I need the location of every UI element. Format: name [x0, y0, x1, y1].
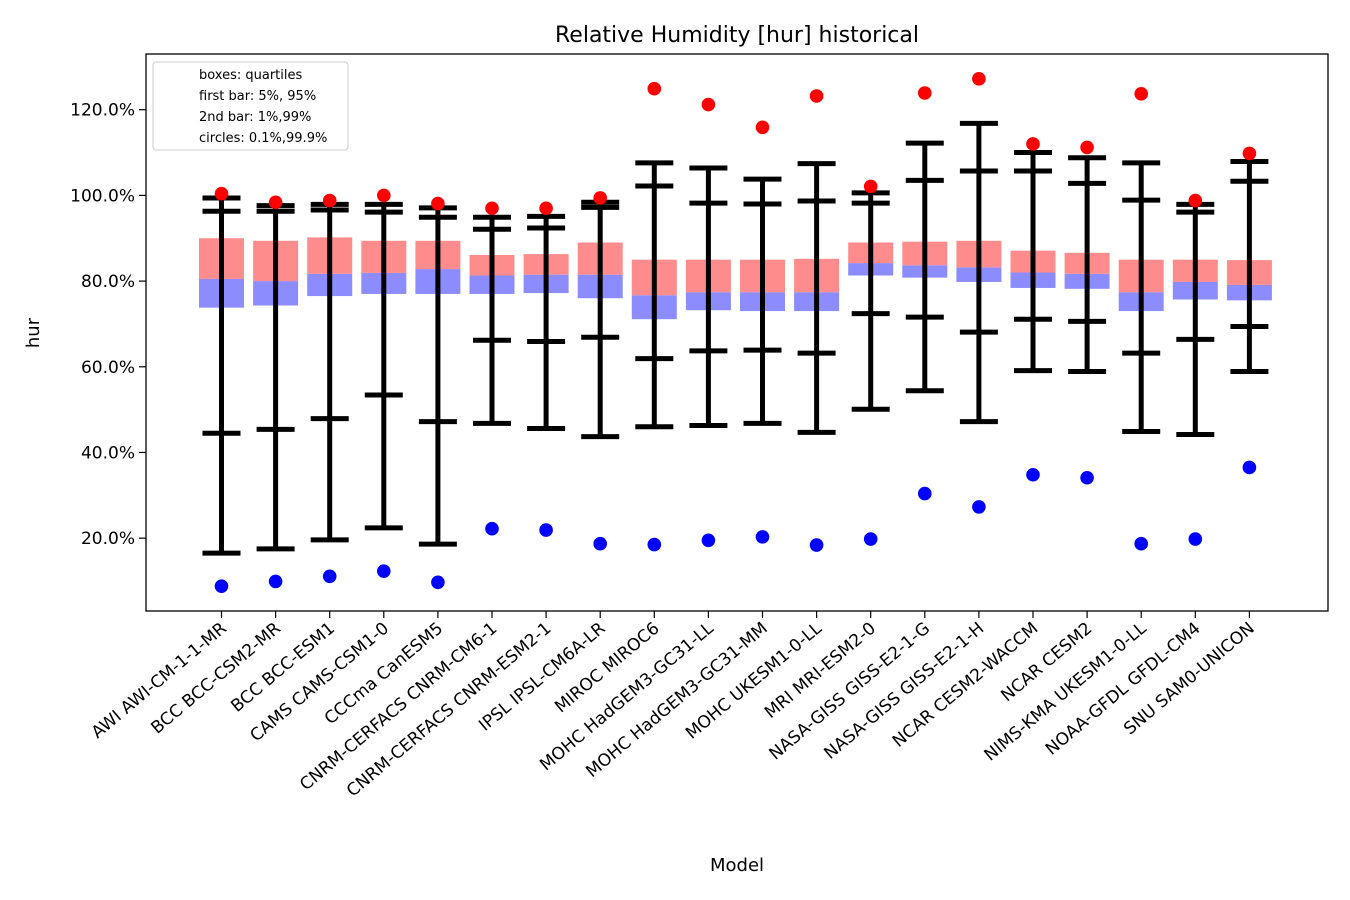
circle-p99-9 — [809, 89, 824, 103]
y-tick-label: 60.0% — [81, 358, 135, 378]
legend-entry: first bar: 5%, 95% — [199, 89, 316, 104]
legend: boxes: quartiles first bar: 5%, 95% 2nd ba… — [152, 61, 349, 151]
circle-p99-9 — [1026, 137, 1040, 151]
model-group — [794, 89, 840, 552]
model-group — [1226, 146, 1272, 475]
circle-p0-1 — [268, 574, 283, 589]
circle-p0-1 — [593, 536, 607, 551]
plot-content — [199, 72, 1272, 593]
x-axis-label: Model — [710, 855, 764, 876]
legend-box — [152, 61, 349, 151]
circle-p0-1 — [539, 523, 553, 537]
circle-p0-1 — [809, 538, 824, 552]
y-tick-label: 20.0% — [81, 529, 135, 549]
legend-entry: circles: 0.1%,99.9% — [199, 131, 327, 146]
model-group — [1064, 140, 1110, 485]
circle-p99-9 — [863, 179, 878, 194]
x-tick-label: CNRM-CERFACS CNRM-CM6-1 — [296, 619, 501, 795]
circle-p99-9 — [972, 72, 986, 86]
y-axis-label: hur — [23, 317, 44, 348]
circle-p99-9 — [1188, 193, 1203, 208]
circle-p0-1 — [863, 532, 878, 546]
circle-p0-1 — [1242, 460, 1257, 475]
plot-frame — [145, 53, 1329, 612]
circle-p0-1 — [214, 579, 229, 593]
circle-p0-1 — [755, 530, 770, 544]
circle-p99-9 — [322, 193, 337, 208]
circle-p0-1 — [1188, 532, 1203, 546]
y-tick-label: 40.0% — [81, 443, 135, 463]
circle-p0-1 — [1026, 467, 1040, 482]
model-group — [848, 179, 894, 546]
circle-p99-9 — [377, 188, 391, 203]
model-group — [1172, 193, 1218, 546]
circle-p0-1 — [701, 533, 716, 548]
circle-p99-9 — [214, 186, 229, 201]
y-tick-label: 120.0% — [70, 101, 135, 121]
circle-p99-9 — [918, 86, 932, 100]
circle-p99-9 — [593, 191, 607, 205]
legend-entry: 2nd bar: 1%,99% — [199, 110, 311, 125]
circle-p99-9 — [1080, 140, 1094, 155]
model-group — [631, 81, 677, 552]
circle-p99-9 — [647, 81, 662, 96]
circle-p0-1 — [647, 537, 662, 552]
model-group — [415, 196, 461, 590]
model-group — [685, 97, 731, 548]
model-group — [1118, 87, 1164, 551]
model-group — [199, 186, 244, 593]
model-group — [469, 201, 515, 536]
circle-p99-9 — [1134, 87, 1148, 101]
circle-p0-1 — [322, 569, 337, 584]
legend-entries: boxes: quartiles first bar: 5%, 95% 2nd ba… — [199, 68, 327, 146]
circle-p99-9 — [701, 97, 716, 112]
circle-p99-9 — [755, 120, 770, 135]
model-group — [307, 193, 353, 584]
circle-p99-9 — [539, 201, 553, 216]
chart-title: Relative Humidity [hur] historical — [555, 23, 919, 48]
model-group — [1010, 137, 1056, 482]
circle-p0-1 — [972, 500, 986, 514]
circle-p0-1 — [431, 575, 445, 590]
circle-p99-9 — [485, 201, 499, 216]
model-group — [253, 195, 299, 589]
model-group — [902, 86, 948, 501]
circle-p0-1 — [918, 486, 932, 501]
model-group — [740, 120, 785, 544]
model-group — [361, 188, 407, 578]
legend-entry: boxes: quartiles — [199, 68, 303, 83]
circle-p0-1 — [485, 521, 499, 536]
circle-p99-9 — [1242, 146, 1257, 161]
circle-p0-1 — [1080, 470, 1094, 485]
model-group — [577, 191, 623, 551]
y-tick-label: 80.0% — [81, 272, 135, 292]
circle-p99-9 — [268, 195, 283, 210]
circle-p0-1 — [377, 564, 391, 578]
circle-p99-9 — [431, 196, 445, 211]
y-tick-label: 100.0% — [70, 186, 135, 206]
circle-p0-1 — [1134, 536, 1148, 551]
model-group — [956, 72, 1002, 514]
model-group — [523, 201, 569, 537]
y-axis: 20.0% 40.0% 60.0% 80.0% 100.0% 120.0% — [70, 101, 146, 549]
